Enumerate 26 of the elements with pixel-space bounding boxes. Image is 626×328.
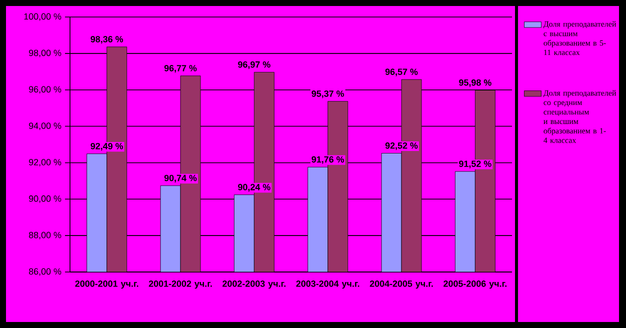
data-label: 91,52 % [459,160,492,168]
data-label: 90,74 % [164,174,197,182]
data-label: 91,76 % [312,156,344,164]
data-label: 98,36 % [90,36,124,44]
data-label: 95,98 % [459,79,492,88]
y-tick-label: 98,00 % [29,50,62,58]
x-tick-label: 2000-2001 уч.г. [75,280,138,289]
data-label: 92,52 % [385,142,418,150]
x-tick-label: 2001-2002 уч.г. [148,280,212,289]
x-tick-label: 2004-2005 уч.г. [370,280,433,289]
y-tick-label: 100,00 % [24,13,62,21]
y-tick-label: 86,00 % [28,268,62,276]
data-label: 90,24 % [238,184,270,192]
y-tick-label: 88,00 % [28,232,62,240]
x-tick-label: 2005-2006 уч.г. [444,280,506,289]
data-label: 96,77 % [164,64,197,73]
y-tick-label: 96,00 % [29,86,62,94]
x-tick-label: 2002-2003 уч.г. [222,280,286,289]
y-tick-label: 94,00 % [29,122,62,130]
y-tick-label: 90,00 % [29,195,62,203]
data-label: 96,57 % [385,68,418,76]
y-tick-label: 92,00 % [29,159,62,166]
x-tick-label: 2003-2004 уч.г. [296,280,360,289]
data-label: 96,97 % [238,61,270,69]
data-label: 92,49 % [90,142,124,151]
data-label: 95,37 % [312,90,344,98]
